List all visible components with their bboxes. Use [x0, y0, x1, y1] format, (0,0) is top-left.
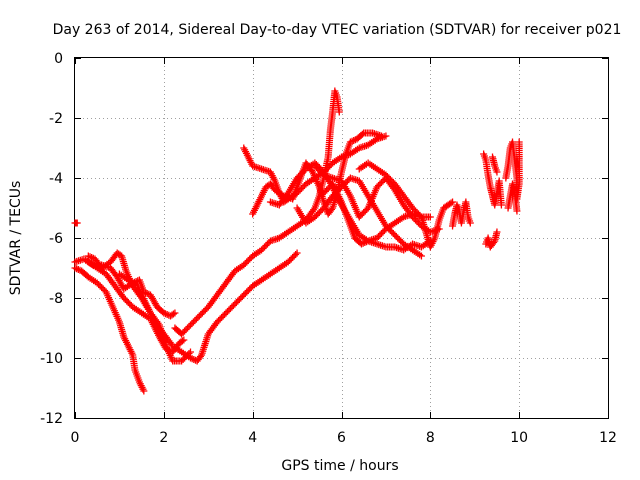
plus-marker	[493, 228, 501, 236]
plus-marker	[359, 239, 367, 247]
plus-marker	[73, 219, 81, 227]
plus-marker	[426, 213, 434, 221]
chart-title: Day 263 of 2014, Sidereal Day-to-day VTE…	[53, 22, 622, 38]
data-trace	[171, 87, 343, 338]
plus-marker	[497, 201, 505, 209]
y-axis-label: SDTVAR / TECUs	[8, 181, 24, 296]
x-tick-label: 4	[248, 430, 257, 446]
plus-marker	[188, 355, 196, 363]
x-tick-label: 0	[71, 430, 80, 446]
data-trace	[115, 249, 301, 365]
plus-marker	[350, 137, 358, 144]
plus-marker	[357, 240, 365, 248]
plus-marker	[335, 108, 343, 116]
plus-marker	[490, 239, 498, 246]
data-trace	[482, 228, 501, 251]
data-trace	[489, 153, 501, 176]
plus-marker	[447, 199, 455, 207]
plus-marker	[71, 264, 79, 272]
plus-marker	[160, 309, 168, 317]
x-tick-label: 12	[599, 430, 617, 446]
y-tick-label: -4	[49, 171, 63, 187]
x-tick-label: 10	[510, 430, 528, 446]
data-trace	[71, 264, 148, 395]
plus-marker	[143, 290, 151, 297]
data-points	[71, 87, 523, 395]
plus-marker	[377, 132, 385, 140]
plus-marker	[358, 130, 366, 138]
plot-frame	[74, 57, 609, 419]
plus-marker	[88, 254, 96, 261]
plus-marker	[86, 253, 94, 261]
plus-marker	[293, 249, 301, 257]
data-trace	[249, 129, 385, 218]
x-axis-label: GPS time / hours	[281, 458, 398, 474]
plus-marker	[169, 310, 177, 318]
plus-marker	[346, 138, 354, 146]
plus-marker	[493, 168, 501, 176]
y-tick-label: -6	[49, 231, 63, 247]
x-tick-label: 2	[159, 430, 168, 446]
data-trace	[449, 198, 474, 230]
plus-marker	[466, 219, 474, 227]
plus-marker	[513, 207, 521, 215]
plus-marker	[417, 252, 425, 260]
x-tick-label: 6	[337, 430, 346, 446]
data-trace	[71, 219, 81, 227]
plus-marker	[362, 238, 370, 246]
plus-marker	[515, 138, 523, 146]
plus-marker	[171, 309, 179, 317]
y-tick-label: -10	[40, 351, 63, 367]
y-tick-label: -2	[49, 111, 63, 127]
x-tick-label: 8	[426, 430, 435, 446]
plus-marker	[84, 252, 92, 260]
plus-marker	[73, 265, 81, 273]
y-tick-label: -12	[40, 411, 63, 427]
plus-marker	[180, 336, 188, 344]
plus-marker	[186, 348, 194, 356]
data-trace	[355, 159, 457, 251]
plus-marker	[361, 239, 369, 246]
plus-marker	[74, 266, 82, 273]
plus-marker	[178, 337, 186, 345]
plus-marker	[348, 137, 356, 145]
data-trace	[480, 150, 505, 209]
data-trace	[504, 180, 521, 215]
plus-marker	[161, 310, 169, 318]
plus-marker	[292, 251, 300, 258]
axis-ticks: 0 2 4 6 8 10 12 0 -2 -4 -6 -8 -10 -12	[40, 51, 617, 446]
plus-marker	[449, 198, 457, 206]
y-tick-label: -8	[49, 291, 63, 307]
y-tick-label: 0	[54, 51, 63, 67]
plus-marker	[186, 354, 194, 362]
plus-marker	[328, 206, 336, 213]
plus-marker	[140, 387, 148, 395]
